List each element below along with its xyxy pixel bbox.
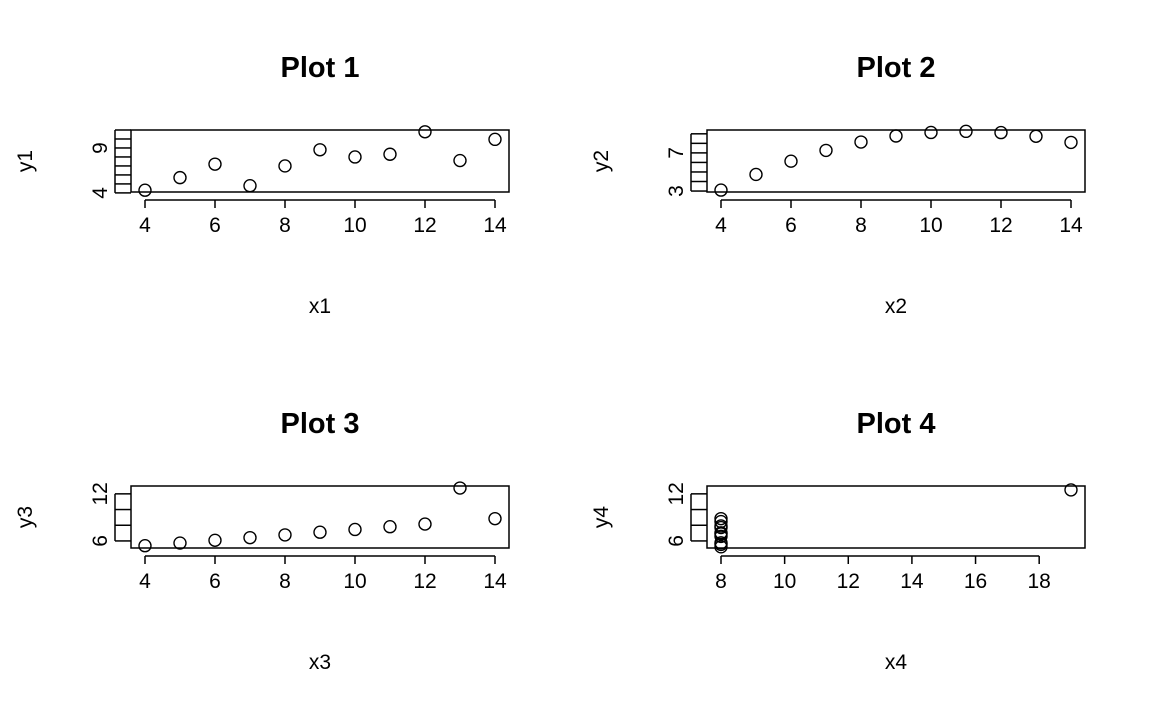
x-tick-label: 4 (715, 214, 727, 237)
data-point (208, 157, 222, 171)
x-axis-label: x2 (885, 295, 907, 318)
data-point (383, 520, 397, 534)
x-tick-label: 10 (343, 570, 366, 593)
plot-panel-3: Plot 3 x3 y3 4 6 8 10 12 14 6 12 (14, 408, 510, 674)
data-point (488, 132, 502, 147)
data-point (819, 143, 833, 158)
y-tick-label: 6 (665, 535, 688, 547)
x-tick-label: 10 (773, 570, 796, 593)
data-point (1064, 483, 1078, 497)
x-tick-label: 8 (715, 570, 727, 593)
data-point (278, 159, 292, 173)
x-tick-label: 12 (989, 214, 1012, 237)
plot-panel-4: Plot 4 x4 y4 8 10 12 14 16 18 6 12 (590, 408, 1086, 674)
data-point (418, 517, 432, 531)
y-tick-label: 7 (665, 147, 688, 159)
data-point (278, 528, 292, 542)
y-axis-label: y2 (590, 150, 613, 172)
data-point (889, 129, 903, 143)
y-tick-label: 6 (89, 535, 112, 547)
x-tick-label: 8 (279, 214, 291, 237)
data-point (488, 511, 502, 526)
data-point (173, 536, 187, 550)
data-point (313, 143, 327, 157)
plot-frame (706, 485, 1086, 549)
x-tick-label: 6 (209, 214, 221, 237)
x-tick-label: 14 (483, 214, 507, 237)
x-tick-label: 12 (837, 570, 860, 593)
data-point (854, 135, 868, 149)
data-point (138, 183, 152, 197)
plot-title: Plot 2 (857, 52, 936, 84)
x-tick-label: 4 (139, 214, 151, 237)
data-point (348, 522, 362, 537)
plot-frame (130, 485, 510, 549)
data-point (924, 125, 938, 140)
y-tick-label: 3 (665, 185, 688, 197)
x-tick-label: 4 (139, 570, 151, 593)
x-tick-label: 10 (919, 214, 942, 237)
plot-frame (706, 129, 1086, 193)
x-tick-label: 6 (209, 570, 221, 593)
x-tick-label: 6 (785, 214, 797, 237)
x-axis-label: x4 (885, 651, 908, 674)
data-point (714, 511, 728, 526)
x-tick-label: 14 (483, 570, 507, 593)
y-axis-label: y4 (590, 506, 613, 529)
x-tick-label: 8 (855, 214, 867, 237)
data-point (714, 527, 728, 541)
plot-title: Plot 1 (281, 52, 360, 84)
data-point (418, 125, 432, 139)
plot-title: Plot 4 (857, 408, 936, 440)
y-axis-label: y3 (14, 506, 37, 528)
data-point (243, 179, 257, 193)
data-point (453, 153, 467, 168)
data-point (383, 147, 397, 161)
data-point (138, 539, 152, 553)
plot-panel-1: Plot 1 x1 y1 4 6 8 10 12 14 4 9 (14, 52, 510, 318)
plot-panel-2: Plot 2 x2 y2 4 6 8 10 12 14 3 7 (590, 52, 1086, 318)
data-point (714, 519, 728, 533)
data-point (348, 150, 362, 164)
data-point (714, 183, 728, 197)
x-axis-label: x1 (309, 295, 331, 318)
data-point (243, 530, 257, 545)
data-point (784, 154, 798, 168)
x-tick-label: 8 (279, 570, 291, 593)
x-tick-label: 12 (413, 214, 436, 237)
data-point (208, 533, 222, 548)
data-point (453, 481, 467, 495)
x-tick-label: 14 (900, 570, 924, 593)
y-axis-label: y1 (14, 150, 37, 172)
x-tick-label: 16 (964, 570, 987, 593)
x-tick-label: 14 (1059, 214, 1083, 237)
y-tick-label: 12 (89, 482, 112, 505)
y-tick-label: 4 (89, 187, 112, 199)
data-point (1064, 135, 1078, 150)
x-axis-label: x3 (309, 651, 331, 674)
data-point (749, 167, 763, 182)
x-tick-label: 12 (413, 570, 436, 593)
plot-frame (130, 129, 510, 193)
data-point (313, 525, 327, 539)
data-point (173, 170, 187, 185)
data-point (994, 125, 1008, 140)
data-point (714, 537, 728, 552)
data-point (1029, 129, 1043, 143)
x-tick-label: 10 (343, 214, 366, 237)
plot-title: Plot 3 (281, 408, 360, 440)
y-tick-label: 12 (665, 482, 688, 505)
x-tick-label: 18 (1028, 570, 1051, 593)
y-tick-label: 9 (89, 142, 112, 154)
data-point (959, 124, 973, 139)
